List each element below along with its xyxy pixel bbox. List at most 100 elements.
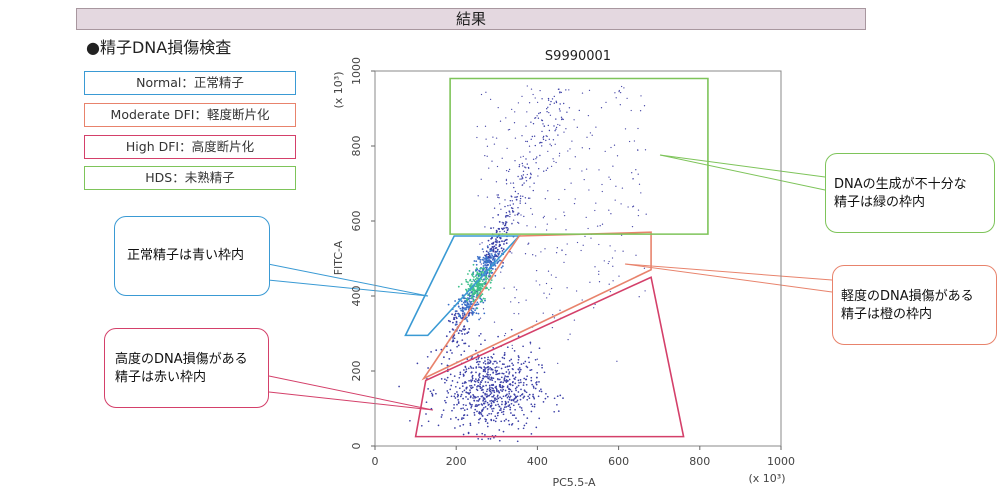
scatter-point <box>544 198 546 200</box>
scatter-point <box>521 178 523 180</box>
scatter-point <box>465 370 468 373</box>
scatter-point <box>645 213 647 215</box>
scatter-point <box>522 177 524 179</box>
scatter-point <box>553 95 555 98</box>
scatter-point <box>466 301 469 304</box>
scatter-point <box>451 380 454 382</box>
scatter-point <box>446 376 449 379</box>
scatter-point <box>444 399 446 402</box>
scatter-point <box>491 389 494 392</box>
scatter-point <box>492 353 495 356</box>
scatter-point <box>594 303 596 306</box>
scatter-point <box>480 413 483 416</box>
scatter-point <box>644 149 647 151</box>
scatter-point <box>506 396 509 399</box>
scatter-point <box>482 269 484 272</box>
scatter-point <box>453 318 456 321</box>
scatter-point <box>477 303 480 306</box>
scatter-point <box>484 368 486 371</box>
scatter-point <box>526 417 529 419</box>
scatter-point <box>502 410 505 413</box>
scatter-point <box>480 283 483 285</box>
scatter-point <box>518 370 521 373</box>
scatter-point <box>491 400 494 403</box>
scatter-point <box>560 91 562 94</box>
scatter-point <box>455 317 458 320</box>
scatter-point <box>522 155 524 158</box>
scatter-point <box>541 366 543 369</box>
scatter-point <box>521 184 524 186</box>
scatter-point <box>508 168 511 171</box>
scatter-point <box>484 400 487 403</box>
scatter-point <box>476 136 478 139</box>
scatter-point <box>506 227 509 229</box>
scatter-point <box>486 422 489 424</box>
scatter-point <box>494 386 497 389</box>
scatter-point <box>501 157 503 159</box>
scatter-point <box>553 397 556 400</box>
scatter-point <box>566 287 568 289</box>
scatter-point <box>484 406 487 408</box>
scatter-point <box>477 437 480 440</box>
scatter-point <box>514 137 517 139</box>
scatter-point <box>499 383 501 386</box>
scatter-point <box>559 309 561 311</box>
scatter-point <box>467 431 470 434</box>
scatter-point <box>468 328 471 330</box>
scatter-point <box>446 396 448 399</box>
scatter-point <box>532 387 535 389</box>
scatter-point <box>447 392 450 394</box>
scatter-point <box>461 382 464 385</box>
scatter-point <box>504 222 507 225</box>
scatter-point <box>489 386 491 389</box>
scatter-point <box>477 421 480 424</box>
scatter-point <box>559 91 561 93</box>
scatter-point <box>478 318 480 321</box>
gate-hds <box>449 77 709 235</box>
scatter-point <box>593 307 595 309</box>
scatter-point <box>484 434 486 436</box>
scatter-point <box>481 258 484 261</box>
scatter-point <box>457 418 460 421</box>
scatter-point <box>632 178 634 180</box>
scatter-point <box>492 389 495 392</box>
scatter-point <box>496 240 498 242</box>
scatter-point <box>510 328 513 331</box>
scatter-point <box>461 294 464 297</box>
scatter-point <box>482 370 485 373</box>
scatter-point <box>595 202 597 204</box>
scatter-point <box>478 258 481 260</box>
scatter-point <box>631 172 633 174</box>
scatter-point <box>543 371 546 374</box>
scatter-point <box>492 407 495 410</box>
scatter-point <box>546 111 548 113</box>
scatter-point <box>485 138 487 140</box>
scatter-point <box>482 369 485 371</box>
scatter-point <box>482 399 485 401</box>
scatter-point <box>553 125 555 127</box>
scatter-point <box>484 298 486 300</box>
scatter-point <box>463 342 465 345</box>
scatter-point <box>505 117 507 119</box>
scatter-point <box>457 332 460 335</box>
scatter-point <box>477 395 479 398</box>
scatter-point <box>496 194 498 196</box>
scatter-point <box>506 365 509 368</box>
y-axis-multiplier: (x 10³) <box>332 72 345 109</box>
scatter-point <box>465 280 468 283</box>
scatter-point <box>489 400 491 402</box>
scatter-point <box>502 430 505 433</box>
scatter-point <box>486 401 489 404</box>
scatter-point <box>490 253 493 255</box>
scatter-point <box>545 392 547 395</box>
scatter-point <box>558 108 561 110</box>
scatter-point <box>479 332 482 335</box>
scatter-point <box>494 369 497 372</box>
scatter-point <box>484 277 487 279</box>
scatter-point <box>498 378 501 381</box>
scatter-point <box>503 363 505 366</box>
scatter-point <box>508 371 511 373</box>
scatter-point <box>461 309 464 311</box>
scatter-point <box>576 126 578 128</box>
scatter-point <box>466 408 469 411</box>
